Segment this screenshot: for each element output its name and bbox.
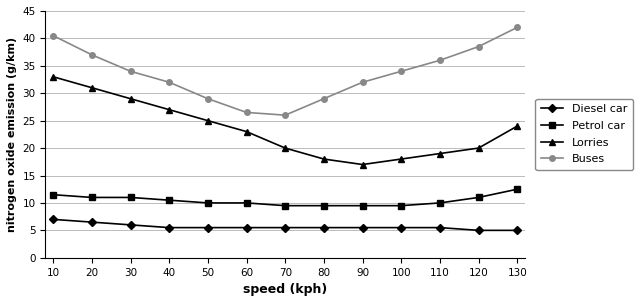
Lorries: [127, 97, 134, 101]
Line: Diesel car: Diesel car: [51, 217, 520, 233]
Line: Petrol car: Petrol car: [51, 186, 520, 208]
Buses: [513, 25, 521, 29]
Buses: [243, 111, 250, 114]
Petrol car: [320, 204, 328, 208]
Lorries: [165, 108, 173, 112]
Diesel car: [127, 223, 134, 227]
Diesel car: [436, 226, 444, 229]
Diesel car: [49, 218, 57, 221]
Lorries: [475, 146, 483, 150]
Lorries: [88, 86, 96, 90]
Lorries: [320, 157, 328, 161]
Petrol car: [127, 196, 134, 199]
Petrol car: [282, 204, 289, 208]
Buses: [320, 97, 328, 101]
Petrol car: [358, 204, 366, 208]
Lorries: [282, 146, 289, 150]
Petrol car: [436, 201, 444, 205]
Diesel car: [397, 226, 405, 229]
Diesel car: [513, 228, 521, 232]
Lorries: [243, 130, 250, 133]
Lorries: [397, 157, 405, 161]
Buses: [436, 58, 444, 62]
Lorries: [49, 75, 57, 78]
Petrol car: [243, 201, 250, 205]
Petrol car: [475, 196, 483, 199]
Line: Buses: Buses: [51, 25, 520, 118]
Petrol car: [204, 201, 212, 205]
Buses: [88, 53, 96, 57]
Lorries: [204, 119, 212, 122]
Buses: [49, 34, 57, 38]
Buses: [204, 97, 212, 101]
X-axis label: speed (kph): speed (kph): [243, 283, 327, 296]
Diesel car: [88, 220, 96, 224]
Line: Lorries: Lorries: [51, 74, 520, 167]
Diesel car: [475, 228, 483, 232]
Petrol car: [397, 204, 405, 208]
Diesel car: [358, 226, 366, 229]
Petrol car: [88, 196, 96, 199]
Diesel car: [243, 226, 250, 229]
Petrol car: [165, 198, 173, 202]
Lorries: [513, 124, 521, 128]
Diesel car: [204, 226, 212, 229]
Petrol car: [513, 187, 521, 191]
Buses: [475, 45, 483, 48]
Y-axis label: nitrogen oxide emission (g/km): nitrogen oxide emission (g/km): [7, 37, 17, 232]
Petrol car: [49, 193, 57, 197]
Buses: [282, 113, 289, 117]
Diesel car: [282, 226, 289, 229]
Lorries: [436, 152, 444, 155]
Buses: [127, 69, 134, 73]
Buses: [165, 80, 173, 84]
Buses: [397, 69, 405, 73]
Lorries: [358, 163, 366, 166]
Diesel car: [320, 226, 328, 229]
Legend: Diesel car, Petrol car, Lorries, Buses: Diesel car, Petrol car, Lorries, Buses: [535, 99, 633, 170]
Diesel car: [165, 226, 173, 229]
Buses: [358, 80, 366, 84]
